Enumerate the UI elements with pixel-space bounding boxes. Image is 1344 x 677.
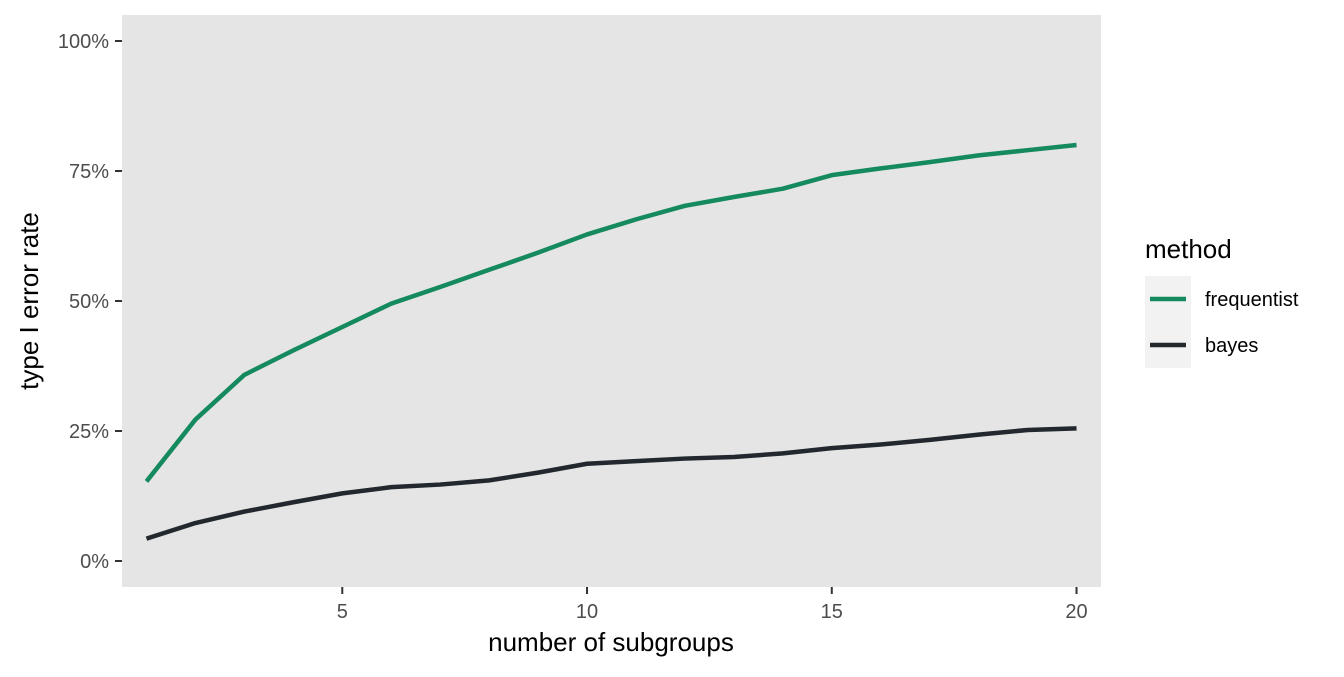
x-tick-label: 15	[821, 601, 843, 623]
y-axis-title: type I error rate	[14, 212, 44, 390]
legend-label-frequentist: frequentist	[1205, 289, 1299, 311]
x-tick-label: 20	[1065, 601, 1087, 623]
y-tick-label: 50%	[69, 291, 109, 313]
x-axis-title: number of subgroups	[488, 627, 734, 657]
series-line-frequentist	[144, 142, 1077, 483]
legend-title: method	[1145, 234, 1232, 264]
x-axis: 5 10 15 20	[337, 587, 1088, 623]
y-tick-label: 0%	[80, 551, 109, 573]
legend-label-bayes: bayes	[1205, 335, 1258, 357]
plot-panel	[122, 15, 1101, 587]
legend: method frequentist bayes	[1145, 234, 1299, 368]
y-tick-label: 75%	[69, 161, 109, 183]
y-tick-label: 100%	[58, 31, 109, 53]
legend-key-background	[1145, 276, 1191, 368]
x-tick-label: 10	[576, 601, 598, 623]
y-tick-label: 25%	[69, 421, 109, 443]
series-layer	[144, 142, 1077, 541]
legend-items: frequentist bayes	[1150, 289, 1299, 357]
x-tick-label: 5	[337, 601, 348, 623]
y-axis: 0% 25% 50% 75% 100%	[58, 31, 122, 573]
series-line-bayes	[145, 426, 1077, 541]
